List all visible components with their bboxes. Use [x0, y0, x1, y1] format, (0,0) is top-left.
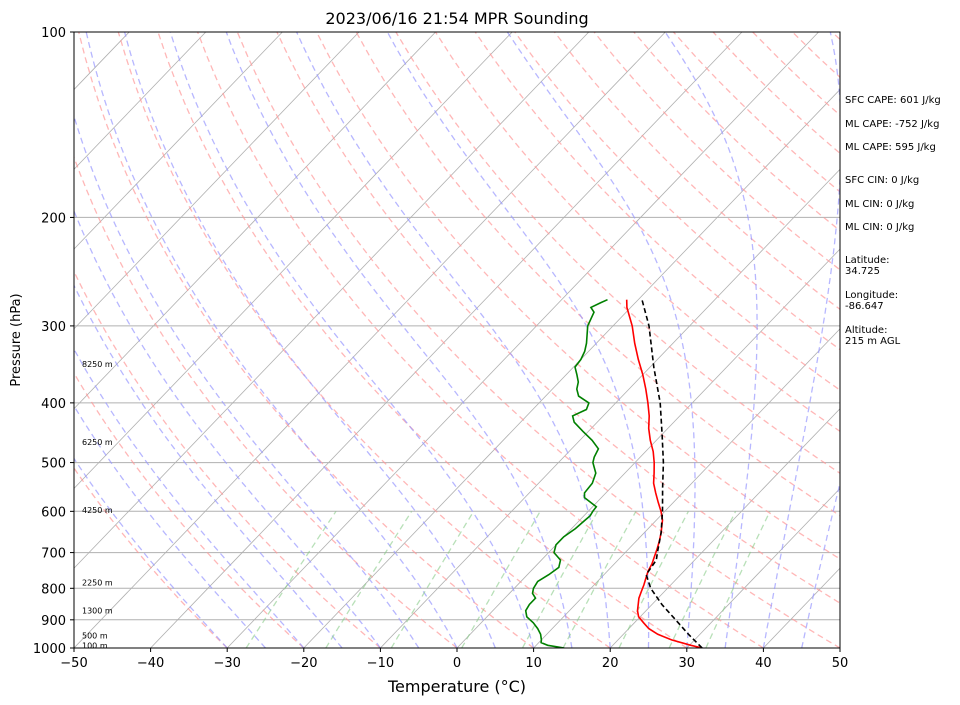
isotherm-line: [74, 32, 513, 490]
y-tick-label: 1000: [33, 642, 66, 657]
latitude-text: Latitude: 34.725: [845, 255, 890, 277]
x-tick-label: 20: [602, 656, 619, 671]
x-tick-label: 50: [832, 656, 849, 671]
moist-adiabat-line: [225, 32, 573, 648]
ml-cape-text: ML CAPE: -752 J/kg: [845, 119, 940, 130]
altitude-text: Altitude: 215 m AGL: [845, 325, 901, 347]
moist-adiabat-line: [74, 114, 420, 648]
isotherm-line: [74, 32, 666, 648]
mixing-ratio-line: [521, 510, 599, 648]
dry-adiabat-line: [117, 32, 611, 648]
parcel-path-line: [641, 299, 703, 648]
y-tick-label: 700: [41, 547, 66, 562]
dewpoint-profile-line: [524, 298, 608, 648]
height-label: 1300 m: [82, 607, 113, 616]
height-label: 8250 m: [82, 360, 113, 369]
longitude-text: Longitude: -86.647: [845, 290, 899, 312]
dry-adiabat-line: [553, 32, 840, 311]
y-tick-label: 200: [41, 211, 66, 226]
moist-adiabat-line: [386, 32, 650, 648]
isotherm-line: [74, 32, 436, 410]
moist-adiabat-line: [74, 457, 228, 648]
isotherm-line: [74, 32, 360, 330]
ml-cape-text-2: ML CAPE: 595 J/kg: [845, 142, 936, 153]
mixing-ratio-line: [245, 510, 337, 648]
dry-adiabat-line: [74, 270, 381, 648]
isotherm-line: [533, 328, 840, 648]
dry-adiabat-line: [355, 32, 840, 517]
x-axis-label: Temperature (°C): [387, 677, 526, 696]
isotherm-line: [150, 32, 743, 648]
isotherm-line: [686, 487, 840, 648]
height-label: 500 m: [82, 632, 108, 641]
ml-cin-text-2: ML CIN: 0 J/kg: [845, 222, 915, 233]
y-tick-label: 800: [41, 582, 66, 597]
dry-adiabat-line: [434, 32, 840, 433]
y-tick-label: 100: [41, 26, 66, 41]
dry-adiabat-line: [157, 32, 688, 648]
dry-adiabat-line: [316, 32, 840, 560]
dry-adiabat-line: [514, 32, 840, 351]
x-tick-label: 30: [679, 656, 696, 671]
x-tick-label: −30: [213, 656, 240, 671]
dry-adiabat-line: [276, 32, 840, 604]
ml-cin-text: ML CIN: 0 J/kg: [845, 199, 915, 210]
isotherm-line: [226, 32, 819, 648]
x-tick-label: −50: [60, 656, 87, 671]
isotherm-line: [380, 168, 840, 648]
height-label: 100 m: [82, 641, 108, 650]
moist-adiabat-line: [762, 32, 840, 648]
moist-adiabat-line: [74, 347, 305, 648]
x-tick-label: −40: [137, 656, 164, 671]
x-tick-label: 0: [453, 656, 461, 671]
y-tick-label: 400: [41, 397, 66, 412]
sfc-cape-text: SFC CAPE: 601 J/kg: [845, 95, 941, 106]
x-tick-label: 40: [755, 656, 772, 671]
dry-adiabat-line: [74, 466, 228, 648]
mixing-ratio-line: [562, 510, 637, 648]
isotherm-line: [303, 88, 840, 648]
y-tick-label: 300: [41, 320, 66, 335]
dry-adiabat-line: [74, 155, 458, 648]
x-tick-label: −20: [290, 656, 317, 671]
dry-adiabat-line: [196, 32, 764, 648]
isotherm-line: [74, 32, 283, 250]
mixing-ratio-line: [618, 511, 689, 648]
sfc-cin-text: SFC CIN: 0 J/kg: [845, 175, 920, 186]
moist-adiabat-line: [74, 209, 381, 648]
y-axis-label: Pressure (hPa): [9, 293, 24, 386]
mixing-ratio-line: [668, 511, 737, 648]
isotherm-line: [609, 408, 840, 648]
y-tick-label: 900: [41, 614, 66, 629]
isotherm-line: [74, 32, 207, 170]
height-label: 6250 m: [82, 438, 113, 447]
chart-title: 2023/06/16 21:54 MPR Sounding: [325, 9, 588, 28]
moist-adiabat-line: [74, 284, 343, 648]
moist-adiabat-line: [296, 32, 611, 648]
mixing-ratio-line: [461, 510, 541, 648]
moist-adiabat-line: [123, 32, 496, 648]
height-label: 2250 m: [82, 579, 113, 588]
moist-adiabat-line: [664, 32, 758, 648]
moist-adiabat-line: [801, 480, 840, 648]
moist-adiabat-line: [506, 32, 696, 648]
x-tick-label: 10: [525, 656, 542, 671]
mixing-ratio-line: [705, 511, 771, 648]
dry-adiabat-line: [474, 32, 840, 391]
height-label: 4250 m: [82, 506, 113, 515]
x-tick-label: −10: [367, 656, 394, 671]
moist-adiabat-line: [169, 32, 535, 648]
y-tick-label: 500: [41, 457, 66, 472]
dry-adiabat-line: [236, 32, 840, 648]
isotherm-line: [74, 32, 590, 569]
moist-adiabat-line: [74, 404, 266, 648]
dry-adiabat-line: [78, 32, 534, 648]
mixing-ratio-line: [325, 510, 413, 648]
dry-adiabat-line: [74, 371, 305, 648]
moist-adiabat-line: [85, 32, 458, 648]
mixing-ratio-line: [390, 510, 475, 648]
y-tick-label: 600: [41, 505, 66, 520]
